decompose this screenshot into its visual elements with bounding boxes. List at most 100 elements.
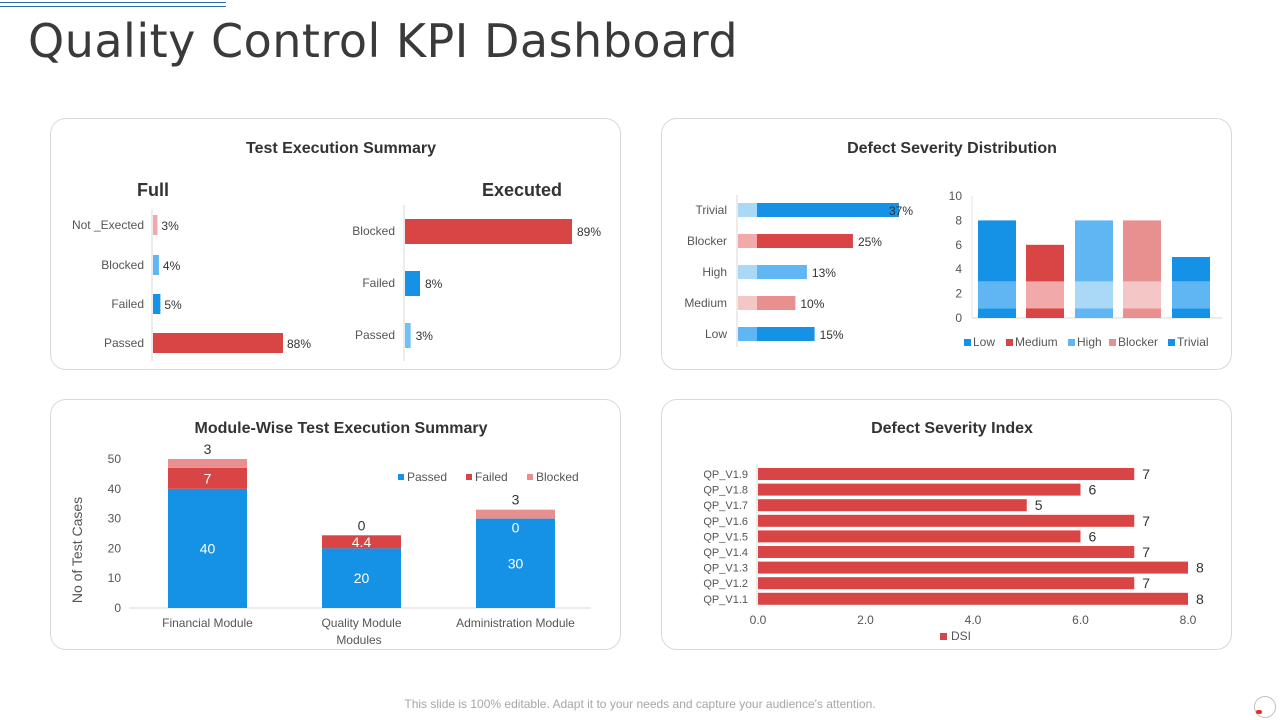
dsi-category-label: QP_V1.7 [703,500,748,512]
stacked-segment-trivial [1172,257,1210,282]
dsi-category-label: QP_V1.2 [703,578,748,590]
severity-value-label: 13% [812,266,836,280]
severity-category-label: High [702,265,727,279]
full-value-label: 4% [163,259,181,273]
severity-value-label: 10% [800,297,824,311]
severity-bar-blocker [757,234,853,248]
full-bar-not-exected [153,215,158,235]
test-execution-summary-panel: Test Execution Summary Full Executed Not… [50,118,621,370]
y-tick-label: 20 [108,541,122,555]
full-value-label: 88% [287,337,311,351]
chart-title: Defect Severity Index [871,420,1033,437]
executed-category-label: Blocked [352,224,395,238]
stacked-segment-high [1075,220,1113,282]
dsi-bar-qp-v1-1 [758,592,1188,605]
stacked-segment-high [1075,281,1113,309]
dsi-value-label: 7 [1142,513,1150,529]
x-tick-label: 6.0 [1072,613,1089,627]
legend-label: Medium [1015,335,1058,349]
stacked-y-tick: 0 [955,311,962,325]
x-tick-label: 4.0 [965,613,982,627]
legend-swatch [964,339,971,346]
bar-blocked [476,509,555,519]
legend-label: Passed [407,470,447,484]
legend-label: DSI [951,629,971,643]
legend-label: Low [973,335,995,349]
x-tick-label: 2.0 [857,613,874,627]
bar-value-label-passed: 20 [354,570,370,586]
test-execution-summary-chart: Test Execution Summary Full Executed Not… [72,140,601,361]
legend-swatch [1068,339,1075,346]
x-tick-label: 0.0 [750,613,767,627]
test-execution-bars: Not _Exected 3% Blocked 4% Failed 5% Passed 88%… [72,215,601,353]
legend-swatch [466,474,472,480]
dsi-bars: QP_V1.9 7 QP_V1.8 6 QP_V1.7 5 QP_V1.6 7 QP_V1.5 6… [703,466,1204,643]
executed-subtitle: Executed [482,180,562,200]
stacked-y-tick: 6 [955,238,962,252]
severity-bar-base-trivial [738,203,757,217]
stacked-segment-low [978,308,1016,318]
full-bar-blocked [153,255,159,275]
bar-passed [322,548,401,608]
dsi-bar-qp-v1-5 [758,530,1081,543]
chart-title: Defect Severity Distribution [847,140,1057,157]
x-tick-label: 8.0 [1180,613,1197,627]
y-tick-label: 10 [108,571,122,585]
severity-bar-high [757,265,807,279]
dsi-value-label: 7 [1142,575,1150,591]
dsi-category-label: QP_V1.5 [703,531,748,543]
bar-value-label-failed: 0 [512,520,520,536]
legend-swatch [398,474,404,480]
severity-bar-base-low [738,327,757,341]
dsi-bar-qp-v1-6 [758,514,1135,527]
full-bar-passed [153,333,283,353]
y-axis-label: No of Test Cases [69,497,85,603]
severity-value-label: 15% [820,328,844,342]
x-category-label: Administration Module [456,616,575,630]
dsi-bar-qp-v1-9 [758,468,1135,480]
dsi-value-label: 7 [1142,466,1150,482]
legend-swatch [940,633,947,640]
executed-bar-passed [405,323,411,348]
bar-passed [476,518,555,608]
stacked-segment-low [978,281,1016,309]
stacked-segment-blocker [1123,281,1161,309]
logo-icon [1254,696,1276,718]
y-tick-label: 30 [108,512,122,526]
severity-bar-trivial [757,203,899,217]
dsi-category-label: QP_V1.9 [703,469,748,481]
stacked-segment-blocker [1123,220,1161,282]
dsi-category-label: QP_V1.6 [703,516,748,528]
executed-bar-failed [405,271,421,296]
chart-title: Module-Wise Test Execution Summary [195,420,488,437]
severity-category-label: Blocker [687,234,727,248]
stacked-segment-low [978,220,1016,282]
full-category-label: Failed [111,297,144,311]
full-value-label: 3% [161,219,179,233]
dsi-value-label: 8 [1196,591,1204,607]
dsi-bar-qp-v1-7 [758,499,1027,512]
executed-value-label: 8% [425,277,443,291]
full-category-label: Passed [104,336,144,350]
chart-title: Test Execution Summary [246,140,436,157]
y-tick-label: 40 [108,482,122,496]
defect-severity-distribution-chart: Defect Severity Distribution Trivial 37% B… [684,140,1222,349]
legend-label: High [1077,335,1102,349]
dsi-bar-qp-v1-4 [758,546,1135,558]
defect-severity-index-panel: Defect Severity Index QP_V1.9 7 QP_V1.8 6 QP… [661,399,1232,650]
executed-value-label: 3% [416,329,434,343]
dsi-value-label: 6 [1089,482,1097,498]
bar-value-label-failed: 4.4 [352,534,372,550]
stacked-y-tick: 4 [955,262,962,276]
page-title: Quality Control KPI Dashboard [28,14,739,68]
full-category-label: Not _Exected [72,218,144,232]
defect-severity-index-chart: Defect Severity Index QP_V1.9 7QP_V1.8 6QP… [703,420,1204,643]
dsi-value-label: 8 [1196,560,1204,576]
bar-failed [168,467,247,489]
bar-value-label-passed: 40 [200,540,216,556]
stacked-segment-trivial [1172,281,1210,309]
severity-bar-medium [757,296,796,310]
stacked-segment-high [1075,308,1113,318]
executed-category-label: Failed [362,276,395,290]
